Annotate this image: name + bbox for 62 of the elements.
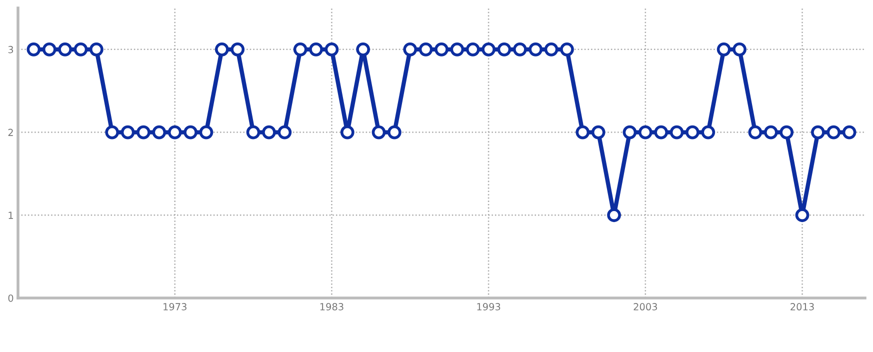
y-tick-label: 2 — [8, 128, 13, 136]
point — [450, 42, 464, 56]
point — [732, 42, 746, 56]
point — [42, 42, 56, 56]
point — [826, 125, 841, 140]
point — [214, 42, 229, 56]
point — [309, 42, 323, 56]
point — [262, 125, 276, 140]
point — [340, 125, 354, 140]
point — [512, 42, 527, 56]
point — [246, 125, 260, 140]
point — [388, 125, 402, 140]
point — [120, 125, 135, 140]
point — [764, 125, 778, 140]
point — [670, 125, 684, 140]
point — [654, 125, 668, 140]
point — [842, 125, 856, 140]
point — [811, 125, 825, 140]
point — [58, 42, 72, 56]
point — [638, 125, 652, 140]
point — [136, 125, 150, 140]
point — [686, 125, 700, 140]
point — [780, 125, 794, 140]
point — [403, 42, 418, 56]
y-tick-label: 1 — [8, 212, 13, 219]
x-tick-label: 1973 — [164, 303, 186, 310]
x-tick-label: 2013 — [790, 303, 814, 310]
point — [701, 125, 716, 140]
point — [199, 125, 214, 140]
point — [795, 208, 810, 222]
point — [356, 42, 370, 56]
point — [748, 125, 762, 140]
point — [591, 125, 606, 140]
x-tick-label: 1983 — [320, 303, 344, 310]
point — [716, 42, 731, 56]
point — [528, 42, 543, 56]
point — [607, 208, 621, 222]
point — [560, 42, 574, 56]
point — [105, 125, 120, 140]
point — [482, 42, 496, 56]
point — [418, 42, 433, 56]
y-tick-label: 0 — [8, 294, 14, 302]
y-tick-label: 3 — [8, 46, 14, 54]
point — [74, 42, 88, 56]
point — [26, 42, 41, 56]
point — [89, 42, 104, 56]
point — [372, 125, 386, 140]
point — [466, 42, 480, 56]
point — [184, 125, 198, 140]
point — [434, 42, 448, 56]
point — [168, 125, 182, 140]
point — [622, 125, 637, 140]
point — [576, 125, 590, 140]
x-tick-label: 2003 — [634, 303, 657, 310]
point — [497, 42, 512, 56]
point — [293, 42, 308, 56]
point — [544, 42, 558, 56]
point — [324, 42, 339, 56]
point — [152, 125, 166, 140]
x-tick-label: 1993 — [477, 303, 500, 310]
point — [230, 42, 245, 56]
point — [278, 125, 292, 140]
